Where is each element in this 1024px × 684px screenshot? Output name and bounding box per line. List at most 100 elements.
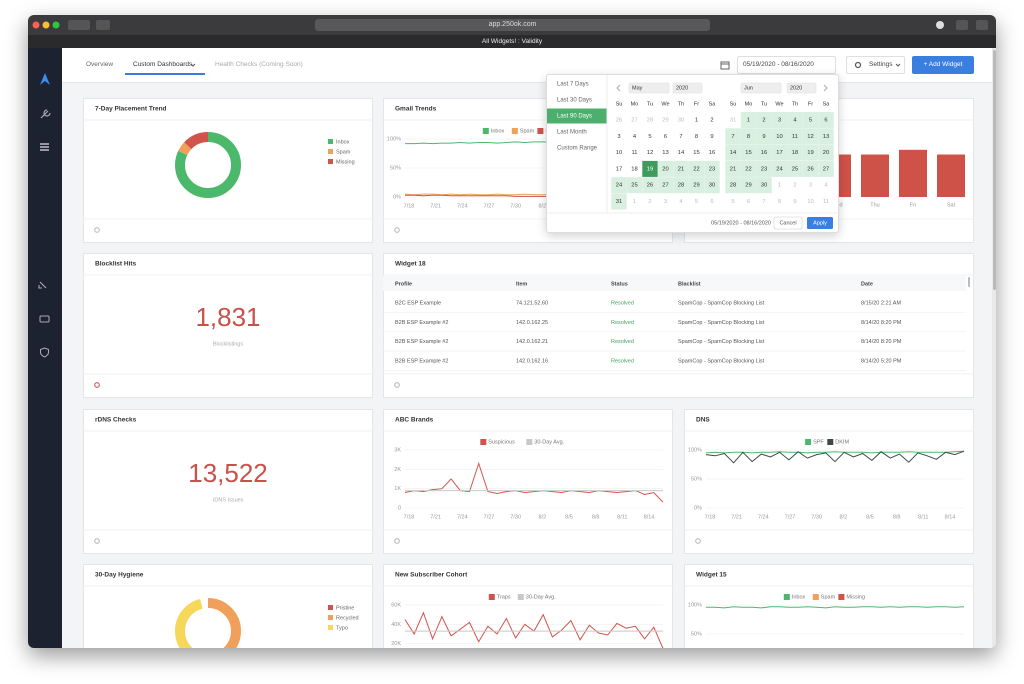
x-tick-label: 8/2 <box>840 514 848 520</box>
range-day <box>756 177 772 194</box>
legend-swatch <box>511 128 518 134</box>
picker-content: Last 7 Days Last 30 Days Last 90 Days Last … <box>547 75 838 230</box>
range-day <box>802 128 819 145</box>
donut-segment <box>175 598 241 648</box>
tab-title[interactable]: All Widgets! : Validity <box>481 38 543 45</box>
stat-value: 1,831 <box>195 302 260 332</box>
calendar-icon[interactable] <box>720 60 730 70</box>
widget-card: ABC Brands 3K 2K 1K 0 7/18 7/21 7/24 7/27 7/30 8/2… <box>383 409 673 554</box>
scroll-thumb[interactable] <box>992 50 996 290</box>
table-cell: B2B ESP Example #2 <box>395 320 448 326</box>
range-day <box>802 160 819 177</box>
widget-settings[interactable] <box>394 227 400 233</box>
share[interactable] <box>956 20 968 30</box>
x-tick-label: 7/27 <box>785 514 796 520</box>
tab[interactable]: Health Checks (Coming Soon) <box>215 61 303 68</box>
day: 14 <box>730 150 737 156</box>
widget-content: Widget 18 Profile Item Status Blacklist Date B… <box>383 261 974 388</box>
day: 31 <box>730 118 736 124</box>
back-forward[interactable] <box>68 20 90 30</box>
cancel-button[interactable] <box>773 216 803 230</box>
range-day <box>725 177 741 194</box>
day: 30 <box>709 183 715 189</box>
range-day <box>771 112 788 128</box>
column-header: Status <box>611 281 628 287</box>
address-bar[interactable]: app.250ok.com <box>315 19 710 31</box>
maximize[interactable] <box>52 21 60 29</box>
widget-title: 7-Day Placement Trend <box>95 106 167 113</box>
donut-segment <box>175 598 241 648</box>
range-day <box>704 177 720 194</box>
x-tick-label: 7/21 <box>430 203 441 209</box>
day: 15 <box>693 150 699 156</box>
day: 15 <box>745 150 751 156</box>
minimize[interactable] <box>42 21 50 29</box>
tab-active[interactable]: Custom Dashboards <box>133 61 193 68</box>
table-cell: SpamCop - SpamCop Blocking List <box>678 300 765 306</box>
day: 5 <box>809 118 812 124</box>
download[interactable] <box>936 21 944 29</box>
day: 21 <box>730 166 736 172</box>
inbox-icon[interactable] <box>39 315 50 323</box>
widget-settings[interactable] <box>94 382 100 388</box>
widget-settings[interactable] <box>394 382 400 388</box>
day: 22 <box>745 166 751 172</box>
apply-button[interactable] <box>807 217 833 229</box>
widget-settings[interactable] <box>94 538 100 544</box>
y-tick-label: 50% <box>390 165 401 171</box>
legend-label: 30-Day Avg. <box>534 439 564 445</box>
widget-content: ABC Brands 3K 2K 1K 07/18 7/21 7/24 7/27 7/30 8/2… <box>383 417 673 544</box>
widget-title: DNS <box>696 417 710 424</box>
table-cell: 8/14/20 5:20 PM <box>861 358 902 364</box>
y-tick-label: 100% <box>688 602 702 608</box>
tools-icon[interactable] <box>40 109 51 119</box>
settings-label: Settings <box>869 61 893 68</box>
range-day <box>787 128 803 145</box>
x-tick-label: 7/21 <box>430 514 441 520</box>
toolbar-icons <box>936 20 988 30</box>
series-line <box>404 611 664 648</box>
tabs[interactable] <box>976 20 988 30</box>
sidebar-icons <box>38 73 51 358</box>
y-tick-label: 2K <box>394 467 401 473</box>
x-tick-label: 8/2 <box>539 514 547 520</box>
sidebar-toggle[interactable] <box>96 20 110 30</box>
url: app.250ok.com <box>488 21 537 28</box>
weekday: We <box>775 101 783 107</box>
shield-icon[interactable] <box>40 347 49 358</box>
dashboard: Overview Custom Dashboards Health Checks… <box>62 48 992 648</box>
y-tick-label: 50% <box>691 476 702 482</box>
legend-swatch <box>783 594 790 600</box>
year-select[interactable] <box>786 82 817 94</box>
add-widget-button[interactable]: + Add Widget <box>912 56 974 74</box>
weekday: Tu <box>761 101 767 107</box>
widget-settings[interactable] <box>94 227 100 233</box>
widget-settings[interactable] <box>695 538 701 544</box>
logo[interactable] <box>40 73 50 85</box>
day: 4 <box>793 118 797 124</box>
settings-button[interactable]: Settings <box>846 56 905 74</box>
next-arrow[interactable] <box>823 84 828 92</box>
month-select[interactable] <box>628 82 670 94</box>
date-input[interactable]: 05/19/2020 - 08/16/2020 <box>737 56 836 74</box>
weekday: We <box>661 101 669 107</box>
stat-label: Blocklistings <box>213 341 244 347</box>
preset: Last 7 Days <box>557 82 589 88</box>
month-select[interactable] <box>740 82 782 94</box>
scrollbar <box>992 48 996 648</box>
day: 7 <box>731 134 734 140</box>
legend-label: Spam <box>336 149 351 155</box>
x-tick-label: 7/18 <box>404 203 415 209</box>
widget-settings[interactable] <box>394 538 400 544</box>
menu-icon[interactable] <box>40 143 49 151</box>
close[interactable] <box>32 21 40 29</box>
year-select[interactable] <box>672 82 703 94</box>
table-cell: Resolved <box>611 300 634 306</box>
day: 26 <box>647 183 653 189</box>
day: 7 <box>762 199 765 205</box>
tab-bar: All Widgets! : Validity <box>28 35 996 48</box>
link-icon[interactable] <box>38 281 47 289</box>
tab[interactable]: Overview <box>86 61 114 68</box>
prev-arrow[interactable] <box>616 84 621 92</box>
y-tick-label: 3K <box>394 447 401 453</box>
